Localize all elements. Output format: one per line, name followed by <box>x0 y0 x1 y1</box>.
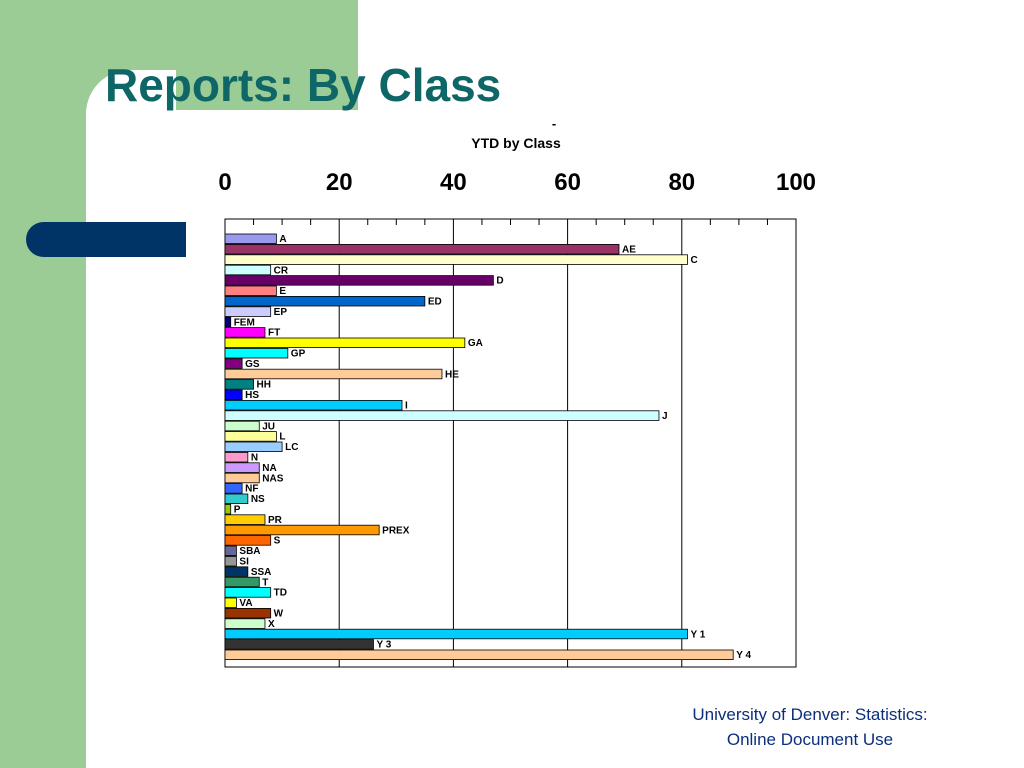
background-left-strip <box>0 0 86 768</box>
bar-label: NAS <box>262 473 283 484</box>
bar-label: S <box>274 536 281 547</box>
bar-ep <box>224 306 272 317</box>
bar-he <box>224 368 443 380</box>
bar-i <box>224 399 403 411</box>
bar-label: Y 3 <box>376 640 391 651</box>
bar-gs <box>224 358 243 369</box>
bar-si <box>224 556 237 567</box>
bar-x <box>224 618 266 629</box>
bar-nas <box>224 472 260 484</box>
bar-label: PR <box>268 515 283 526</box>
footer-line-2: Online Document Use <box>726 730 894 749</box>
bar-hs <box>224 389 243 401</box>
x-tick-label: 0 <box>218 169 231 196</box>
bar-label: NA <box>262 463 276 474</box>
bar-gp <box>224 347 289 359</box>
bar-ed <box>224 295 426 307</box>
footer-line-1: University of Denver: Statistics: <box>692 705 928 724</box>
x-tick-label: 100 <box>776 169 816 196</box>
chart-title: YTD by Class <box>471 135 561 151</box>
bar-l <box>224 431 277 442</box>
bar-label: NS <box>251 494 265 505</box>
bar-s <box>224 535 272 546</box>
bar-w <box>224 608 272 619</box>
bar-fem <box>224 316 232 328</box>
bar-ns <box>224 493 249 505</box>
bar-label: D <box>496 276 503 287</box>
bar-label: FT <box>268 328 280 339</box>
bar-label: A <box>279 234 286 245</box>
bar-label: TD <box>274 588 287 599</box>
bar-va <box>224 597 237 609</box>
bar-sba <box>224 545 237 557</box>
bar-label: GS <box>245 359 260 370</box>
chart-title-mark: - <box>551 116 557 131</box>
x-tick-label: 40 <box>440 169 467 196</box>
bar-label: N <box>251 453 258 464</box>
bar-pr <box>224 514 266 525</box>
bar-label: Y 1 <box>691 629 706 640</box>
footer-credit: University of Denver: Statistics: Online… <box>640 702 980 752</box>
bar-label: EP <box>274 307 288 318</box>
bar-label: T <box>262 577 268 588</box>
bar-na <box>224 462 260 473</box>
bar-ga <box>224 337 466 349</box>
decorative-blue-bar <box>26 222 186 257</box>
bar-ssa <box>224 566 249 577</box>
bar-label: SI <box>239 557 249 568</box>
bar-t <box>224 576 260 588</box>
x-tick-label: 20 <box>326 169 353 196</box>
bar-n <box>224 451 249 463</box>
bar-label: X <box>268 619 275 630</box>
plot-area <box>224 218 797 668</box>
bar-c <box>224 254 688 265</box>
bar-label: C <box>691 255 698 266</box>
bar-y-1 <box>224 628 688 640</box>
bar-y-4 <box>224 649 734 661</box>
bar-label: Y 4 <box>736 650 751 661</box>
bar-label: SBA <box>239 546 260 557</box>
bar-p <box>224 503 232 515</box>
bar-td <box>224 587 272 598</box>
slide-title: Reports: By Class <box>105 59 502 111</box>
bar-a <box>224 233 277 245</box>
bar-label: E <box>279 286 286 297</box>
x-tick-label: 60 <box>554 169 581 196</box>
bar-label: ED <box>428 297 442 308</box>
bar-j <box>224 410 660 421</box>
bar-label: J <box>662 411 668 422</box>
bar-label: CR <box>274 265 289 276</box>
bar-label: HH <box>257 380 271 391</box>
bar-label: HE <box>445 369 459 380</box>
bar-label: HS <box>245 390 259 401</box>
bar-label: FEM <box>234 317 255 328</box>
bar-label: SSA <box>251 567 272 578</box>
bar-label: LC <box>285 442 298 453</box>
bar-y-3 <box>224 639 374 650</box>
bar-label: W <box>274 609 284 620</box>
bar-label: GA <box>468 338 483 349</box>
bar-label: JU <box>262 421 275 432</box>
bar-label: PREX <box>382 525 410 536</box>
bar-label: AE <box>622 245 636 256</box>
bar-nf <box>224 483 243 494</box>
x-tick-label: 80 <box>668 169 695 196</box>
bar-label: I <box>405 401 408 412</box>
bar-label: P <box>234 505 241 516</box>
bar-ft <box>224 327 266 338</box>
bar-label: GP <box>291 349 306 360</box>
bar-label: L <box>279 432 285 443</box>
bar-e <box>224 285 277 297</box>
bar-prex <box>224 524 380 536</box>
bar-hh <box>224 379 254 390</box>
bar-label: VA <box>239 598 252 609</box>
bar-label: NF <box>245 484 258 495</box>
bar-d <box>224 275 494 286</box>
background-rounded-corner <box>86 70 176 160</box>
bar-lc <box>224 441 283 453</box>
bar-ju <box>224 420 260 432</box>
bar-ae <box>224 243 620 255</box>
bar-cr <box>224 264 272 276</box>
